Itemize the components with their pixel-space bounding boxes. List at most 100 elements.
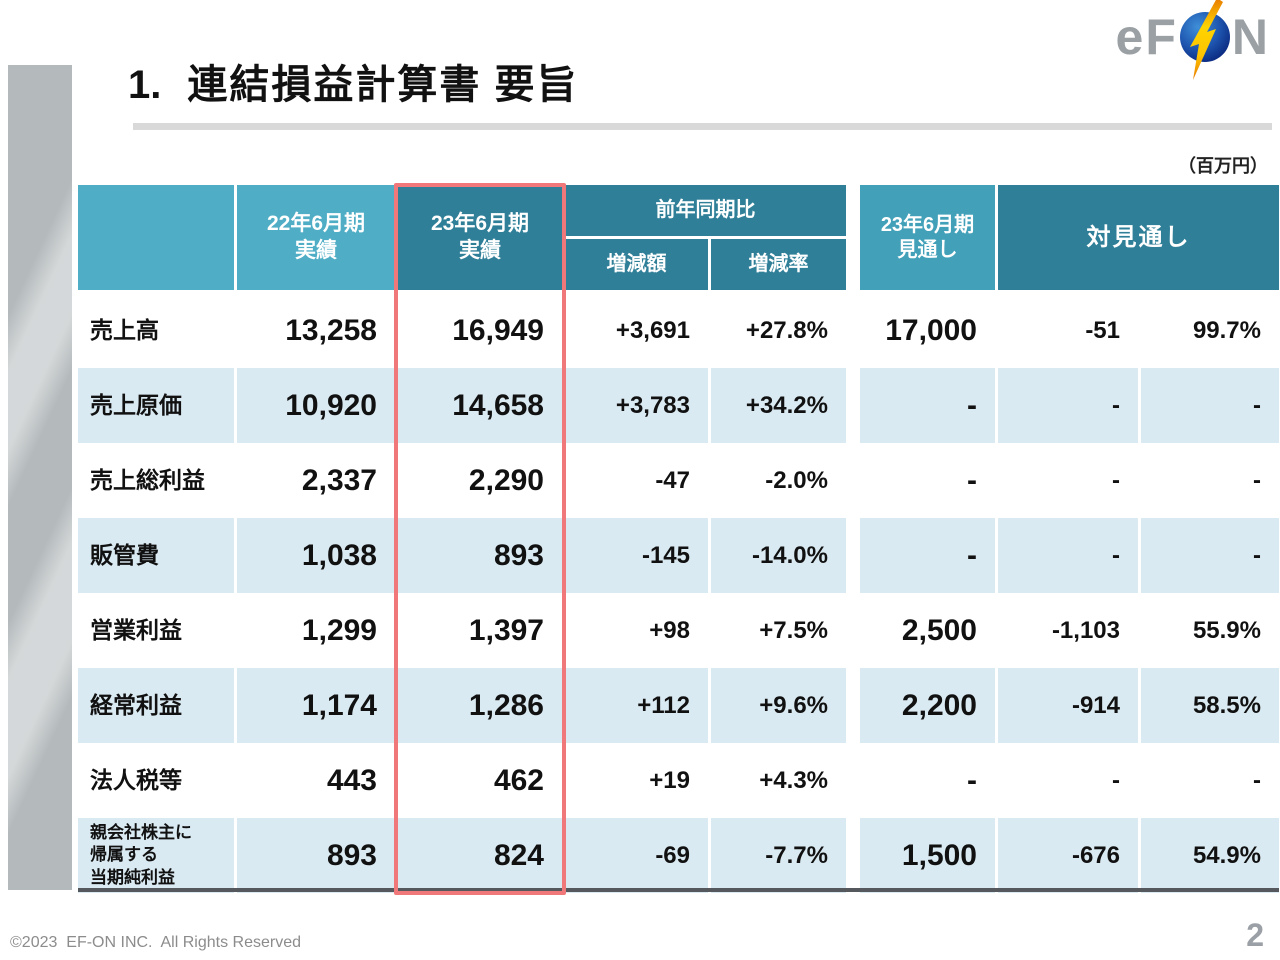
header-yoy-group: 前年同期比: [565, 185, 846, 236]
row-label: 売上高: [78, 293, 234, 368]
cell-actual-current: 824: [398, 818, 562, 893]
cell-yoy-amount: +98: [565, 593, 708, 668]
cell-forecast: -: [860, 743, 995, 818]
page-title: 1. 連結損益計算書 要旨: [128, 52, 578, 110]
section-gap: [849, 518, 857, 593]
header-row-label-spacer: [78, 185, 234, 290]
cell-yoy-amount: -145: [565, 518, 708, 593]
title-text: 連結損益計算書 要旨: [187, 63, 579, 107]
cell-vs-forecast-rate: 55.9%: [1141, 593, 1279, 668]
cell-vs-forecast-rate: -: [1141, 368, 1279, 443]
cell-actual-current: 1,286: [398, 668, 562, 743]
cell-actual-prev: 13,258: [237, 293, 395, 368]
page-number: 2: [1246, 917, 1264, 953]
lightning-bolt-icon: [1189, 0, 1223, 80]
cell-vs-forecast-rate: -: [1141, 743, 1279, 818]
cell-vs-forecast-amount: -: [998, 443, 1138, 518]
section-gap: [849, 593, 857, 668]
cell-actual-current: 16,949: [398, 293, 562, 368]
cell-actual-current: 2,290: [398, 443, 562, 518]
header-yoy-rate: 増減率: [711, 239, 846, 290]
logo-letters-left: eF: [1115, 9, 1178, 65]
cell-yoy-rate: +34.2%: [711, 368, 846, 443]
copyright: ©2023 EF-ON INC. All Rights Reserved: [10, 934, 301, 951]
cell-forecast: 1,500: [860, 818, 995, 893]
table-row: 親会社株主に 帰属する 当期純利益 893 824 -69 -7.7% 1,50…: [78, 818, 1279, 893]
cell-actual-prev: 2,337: [237, 443, 395, 518]
cell-yoy-rate: +27.8%: [711, 293, 846, 368]
cell-yoy-rate: +4.3%: [711, 743, 846, 818]
cell-forecast: -: [860, 518, 995, 593]
cell-vs-forecast-rate: 54.9%: [1141, 818, 1279, 893]
cell-actual-prev: 893: [237, 818, 395, 893]
cell-forecast: 17,000: [860, 293, 995, 368]
table-row: 売上原価 10,920 14,658 +3,783 +34.2% - - -: [78, 368, 1279, 443]
cell-forecast: -: [860, 443, 995, 518]
table-row: 売上総利益 2,337 2,290 -47 -2.0% - - -: [78, 443, 1279, 518]
cell-forecast: 2,200: [860, 668, 995, 743]
cell-yoy-rate: +7.5%: [711, 593, 846, 668]
cell-vs-forecast-amount: -914: [998, 668, 1138, 743]
cell-yoy-amount: +112: [565, 668, 708, 743]
cell-vs-forecast-amount: -: [998, 518, 1138, 593]
cell-vs-forecast-amount: -: [998, 743, 1138, 818]
cell-forecast: 2,500: [860, 593, 995, 668]
logo-letters-right: N: [1231, 9, 1270, 65]
cell-actual-prev: 10,920: [237, 368, 395, 443]
row-label: 営業利益: [78, 593, 234, 668]
company-logo: eF N: [1115, 0, 1270, 80]
cell-yoy-amount: +3,783: [565, 368, 708, 443]
row-label: 親会社株主に 帰属する 当期純利益: [78, 818, 234, 893]
title-underline: [133, 123, 1272, 130]
title-number: 1.: [128, 63, 162, 107]
table-row: 経常利益 1,174 1,286 +112 +9.6% 2,200 -914 5…: [78, 668, 1279, 743]
section-gap: [849, 293, 857, 368]
section-gap: [849, 668, 857, 743]
cell-forecast: -: [860, 368, 995, 443]
cell-yoy-amount: -47: [565, 443, 708, 518]
cell-yoy-rate: +9.6%: [711, 668, 846, 743]
cell-vs-forecast-amount: -1,103: [998, 593, 1138, 668]
income-statement-table: 22年6月期 実績 23年6月期 実績 前年同期比 増減額 増減率 23年6月期…: [78, 185, 1279, 893]
row-label: 法人税等: [78, 743, 234, 818]
cell-vs-forecast-rate: 58.5%: [1141, 668, 1279, 743]
table-header: 22年6月期 実績 23年6月期 実績 前年同期比 増減額 増減率 23年6月期…: [78, 185, 1279, 290]
cell-actual-current: 462: [398, 743, 562, 818]
header-actual-current: 23年6月期 実績: [398, 185, 562, 290]
globe-lightning-icon: [1179, 0, 1230, 80]
cell-vs-forecast-rate: -: [1141, 518, 1279, 593]
header-yoy-amount: 増減額: [565, 239, 708, 290]
cell-actual-current: 14,658: [398, 368, 562, 443]
cell-yoy-amount: -69: [565, 818, 708, 893]
cell-actual-prev: 1,299: [237, 593, 395, 668]
cell-yoy-rate: -7.7%: [711, 818, 846, 893]
row-label: 経常利益: [78, 668, 234, 743]
header-vs-forecast: 対見通し: [998, 185, 1279, 290]
cell-vs-forecast-rate: 99.7%: [1141, 293, 1279, 368]
table-bottom-border: [78, 888, 1279, 892]
cell-vs-forecast-amount: -676: [998, 818, 1138, 893]
header-forecast: 23年6月期 見通し: [860, 185, 995, 290]
table-row: 販管費 1,038 893 -145 -14.0% - - -: [78, 518, 1279, 593]
header-actual-prev: 22年6月期 実績: [237, 185, 395, 290]
table-row: 売上高 13,258 16,949 +3,691 +27.8% 17,000 -…: [78, 293, 1279, 368]
section-gap: [849, 443, 857, 518]
cell-yoy-amount: +3,691: [565, 293, 708, 368]
cell-yoy-rate: -2.0%: [711, 443, 846, 518]
cell-actual-current: 893: [398, 518, 562, 593]
cell-actual-prev: 1,038: [237, 518, 395, 593]
section-gap: [849, 368, 857, 443]
row-label: 売上総利益: [78, 443, 234, 518]
cell-vs-forecast-rate: -: [1141, 443, 1279, 518]
row-label: 売上原価: [78, 368, 234, 443]
table-row: 法人税等 443 462 +19 +4.3% - - -: [78, 743, 1279, 818]
cell-vs-forecast-amount: -: [998, 368, 1138, 443]
table-row: 営業利益 1,299 1,397 +98 +7.5% 2,500 -1,103 …: [78, 593, 1279, 668]
cell-yoy-rate: -14.0%: [711, 518, 846, 593]
row-label: 販管費: [78, 518, 234, 593]
cell-actual-prev: 1,174: [237, 668, 395, 743]
unit-label: （百万円）: [1178, 156, 1268, 176]
cell-actual-prev: 443: [237, 743, 395, 818]
left-decor-bar: [8, 65, 72, 890]
